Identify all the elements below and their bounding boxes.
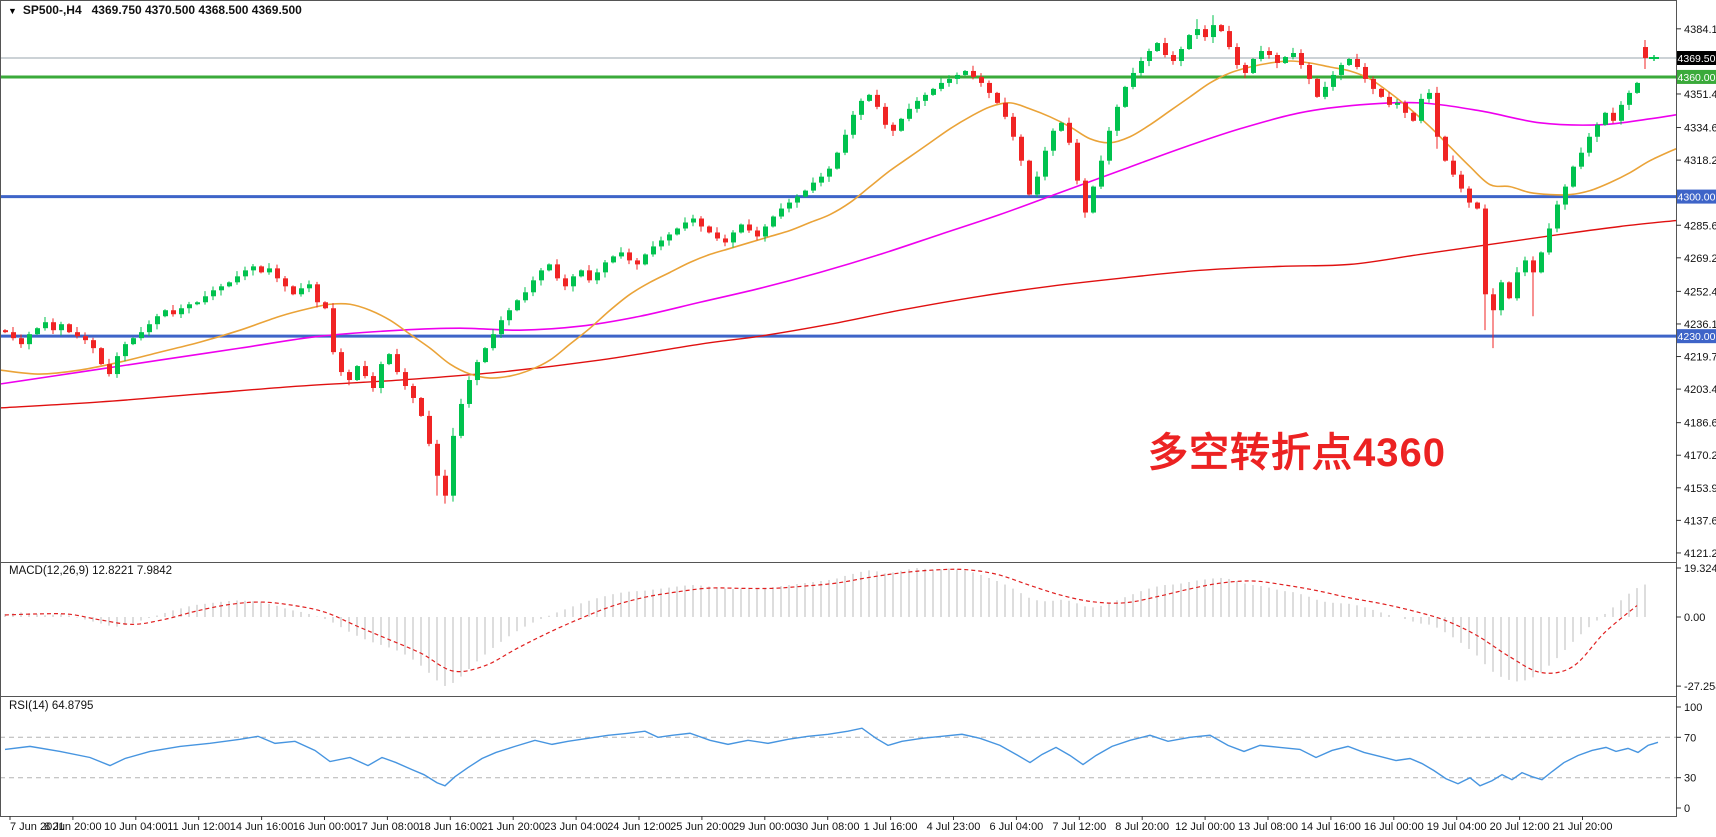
svg-text:4170.29: 4170.29 [1684, 450, 1716, 462]
macd-pane[interactable] [0, 562, 1676, 696]
svg-text:4219.79: 4219.79 [1684, 352, 1716, 364]
rsi-line [4, 727, 1659, 787]
svg-text:17 Jun 08:00: 17 Jun 08:00 [356, 821, 420, 833]
svg-text:4153.95: 4153.95 [1684, 483, 1716, 495]
svg-text:30: 30 [1684, 773, 1696, 785]
symbol-dropdown-icon[interactable]: ▼ [8, 6, 17, 16]
svg-text:25 Jun 20:00: 25 Jun 20:00 [670, 821, 734, 833]
svg-text:4269.29: 4269.29 [1684, 253, 1716, 265]
svg-text:4186.62: 4186.62 [1684, 418, 1716, 430]
svg-text:29 Jun 00:00: 29 Jun 00:00 [733, 821, 797, 833]
ma-red-line [0, 219, 1677, 409]
rsi-pane[interactable] [0, 696, 1676, 816]
svg-text:4121.28: 4121.28 [1684, 548, 1716, 560]
symbol-timeframe-label: SP500-,H4 [22, 3, 82, 17]
svg-text:8 Jun 20:00: 8 Jun 20:00 [44, 821, 102, 833]
svg-text:21 Jun 20:00: 21 Jun 20:00 [481, 821, 545, 833]
svg-text:12 Jul 00:00: 12 Jul 00:00 [1175, 821, 1235, 833]
svg-text:4318.29: 4318.29 [1684, 155, 1716, 167]
macd-axis: 19.3243 0.00 -27.2581 [1676, 563, 1716, 693]
chart-text-annotation: 多空转折点4360 [1148, 431, 1446, 475]
rsi-axis: 100 70 30 0 [1676, 702, 1702, 815]
svg-text:30 Jun 08:00: 30 Jun 08:00 [796, 821, 860, 833]
chart-title-bar: ▼ SP500-,H4 4369.750 4370.500 4368.500 436… [8, 3, 302, 17]
svg-text:0: 0 [1684, 803, 1690, 815]
current-price-marker [1649, 55, 1659, 61]
svg-text:4300.00: 4300.00 [1678, 192, 1716, 204]
svg-text:11 Jun 12:00: 11 Jun 12:00 [167, 821, 230, 833]
svg-text:7 Jul 12:00: 7 Jul 12:00 [1052, 821, 1106, 833]
svg-text:4285.62: 4285.62 [1684, 220, 1716, 232]
svg-text:4369.50: 4369.50 [1678, 53, 1716, 65]
svg-text:21 Jul 20:00: 21 Jul 20:00 [1553, 821, 1613, 833]
svg-text:4351.46: 4351.46 [1684, 89, 1716, 101]
svg-text:16 Jun 00:00: 16 Jun 00:00 [293, 821, 357, 833]
main-chart-pane[interactable] [0, 0, 1676, 562]
candles-layer [3, 15, 1648, 504]
svg-text:24 Jun 12:00: 24 Jun 12:00 [607, 821, 671, 833]
svg-text:70: 70 [1684, 732, 1696, 744]
svg-text:4236.12: 4236.12 [1684, 319, 1716, 331]
svg-text:0.00: 0.00 [1684, 612, 1705, 624]
macd-indicator-label: MACD(12,26,9) 12.8221 7.9842 [9, 565, 173, 577]
macd-signal [4, 568, 1638, 674]
svg-text:19 Jul 04:00: 19 Jul 04:00 [1427, 821, 1487, 833]
price-axis: 4384.13 4351.46 4334.63 4318.29 4285.62 4269.… [1676, 24, 1716, 560]
svg-text:4384.13: 4384.13 [1684, 24, 1716, 36]
svg-text:10 Jun 04:00: 10 Jun 04:00 [104, 821, 168, 833]
svg-text:13 Jul 08:00: 13 Jul 08:00 [1238, 821, 1298, 833]
svg-text:4 Jul 23:00: 4 Jul 23:00 [927, 821, 981, 833]
ohlc-quote-values: 4369.750 4370.500 4368.500 4369.500 [91, 3, 302, 17]
svg-text:4252.46: 4252.46 [1684, 286, 1716, 298]
pane-borders [0, 0, 1677, 817]
svg-text:4230.00: 4230.00 [1678, 331, 1716, 343]
svg-text:4203.45: 4203.45 [1684, 384, 1716, 396]
macd-histogram [4, 568, 1646, 686]
svg-text:6 Jul 04:00: 6 Jul 04:00 [989, 821, 1043, 833]
svg-text:16 Jul 00:00: 16 Jul 00:00 [1364, 821, 1424, 833]
svg-text:20 Jul 12:00: 20 Jul 12:00 [1490, 821, 1550, 833]
svg-text:-27.2581: -27.2581 [1684, 681, 1716, 693]
rsi-indicator-label: RSI(14) 64.8795 [9, 700, 94, 712]
level-lines [0, 75, 1676, 338]
svg-text:23 Jun 04:00: 23 Jun 04:00 [544, 821, 608, 833]
svg-text:14 Jun 16:00: 14 Jun 16:00 [230, 821, 294, 833]
svg-text:14 Jul 16:00: 14 Jul 16:00 [1301, 821, 1361, 833]
svg-text:4360.00: 4360.00 [1678, 72, 1716, 84]
svg-text:7 Jun 2021: 7 Jun 2021 [10, 821, 64, 833]
rsi-layer [0, 727, 1676, 787]
svg-text:1 Jul 16:00: 1 Jul 16:00 [864, 821, 918, 833]
svg-text:4137.62: 4137.62 [1684, 515, 1716, 527]
svg-text:8 Jul 20:00: 8 Jul 20:00 [1115, 821, 1169, 833]
ma-magenta-line [0, 101, 1677, 385]
svg-text:100: 100 [1684, 702, 1702, 714]
macd-signal-line [4, 568, 1638, 674]
svg-text:4334.63: 4334.63 [1684, 123, 1716, 135]
svg-text:19.3243: 19.3243 [1684, 563, 1716, 575]
svg-text:18 Jun 16:00: 18 Jun 16:00 [418, 821, 482, 833]
